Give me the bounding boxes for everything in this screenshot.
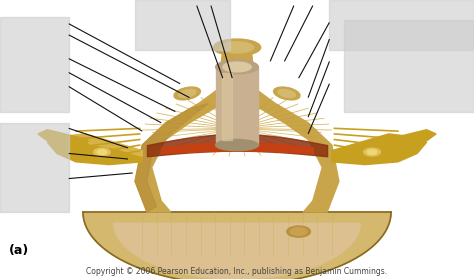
Ellipse shape (213, 39, 261, 56)
Bar (329, 0, 474, 50)
Ellipse shape (179, 89, 196, 98)
Ellipse shape (290, 228, 307, 235)
Ellipse shape (93, 148, 110, 156)
Ellipse shape (273, 87, 300, 100)
Text: Copyright © 2006 Pearson Education, Inc., publishing as Benjamin Cummings.: Copyright © 2006 Pearson Education, Inc.… (86, 267, 388, 276)
Polygon shape (114, 223, 360, 279)
Polygon shape (222, 73, 232, 140)
Polygon shape (47, 134, 142, 165)
Ellipse shape (287, 226, 310, 237)
Bar (0, 123, 69, 212)
Bar (344, 20, 474, 112)
Polygon shape (66, 134, 142, 156)
Ellipse shape (174, 87, 201, 100)
Polygon shape (218, 50, 256, 89)
Polygon shape (83, 212, 391, 279)
Polygon shape (135, 89, 228, 212)
Ellipse shape (97, 150, 107, 155)
Polygon shape (38, 130, 88, 151)
Bar (135, 0, 230, 50)
Ellipse shape (216, 140, 258, 151)
Ellipse shape (216, 60, 258, 74)
Ellipse shape (367, 150, 377, 155)
Bar (0, 17, 69, 112)
Ellipse shape (220, 42, 254, 53)
Polygon shape (332, 134, 427, 165)
Polygon shape (216, 67, 258, 145)
Text: (a): (a) (9, 244, 29, 257)
Polygon shape (386, 130, 436, 151)
Ellipse shape (364, 148, 380, 156)
Ellipse shape (223, 62, 251, 72)
Polygon shape (246, 89, 339, 212)
Ellipse shape (278, 89, 295, 98)
Polygon shape (135, 103, 209, 212)
